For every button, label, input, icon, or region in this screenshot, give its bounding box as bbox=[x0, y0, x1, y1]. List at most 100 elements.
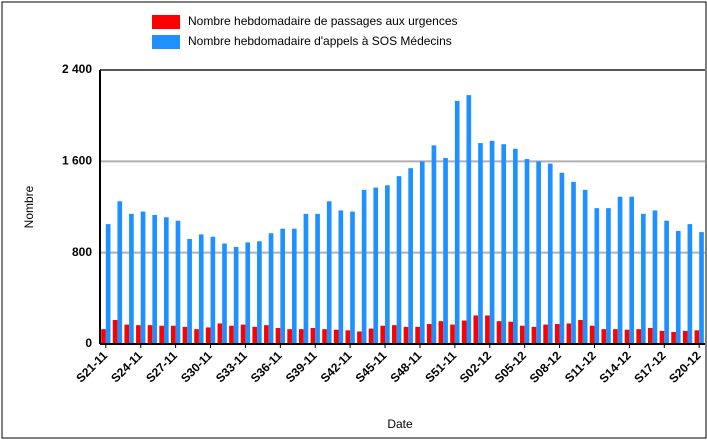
bar bbox=[222, 243, 227, 344]
bar bbox=[594, 208, 600, 344]
bar bbox=[624, 329, 630, 344]
bar bbox=[240, 324, 246, 344]
legend-swatch bbox=[152, 15, 180, 29]
bar bbox=[675, 230, 681, 344]
bar bbox=[275, 328, 281, 344]
bar bbox=[229, 325, 234, 344]
bar bbox=[217, 323, 223, 344]
bar bbox=[392, 325, 397, 344]
bar bbox=[101, 329, 106, 344]
bar bbox=[310, 328, 316, 344]
bar bbox=[105, 224, 111, 344]
bar bbox=[380, 325, 386, 344]
bar bbox=[357, 331, 362, 344]
bar bbox=[489, 140, 495, 344]
bar bbox=[501, 144, 507, 344]
bar bbox=[438, 321, 444, 344]
bar bbox=[303, 213, 309, 344]
bar bbox=[124, 324, 130, 344]
bar bbox=[396, 176, 402, 344]
bar bbox=[291, 228, 297, 344]
bar bbox=[368, 328, 374, 344]
bar bbox=[136, 325, 141, 344]
bar bbox=[147, 325, 153, 344]
bar bbox=[194, 329, 199, 344]
bar bbox=[431, 145, 437, 344]
bar bbox=[547, 163, 553, 344]
bar bbox=[531, 326, 537, 344]
bar bbox=[426, 324, 432, 344]
bar bbox=[589, 325, 595, 344]
bar bbox=[129, 213, 134, 344]
bar bbox=[403, 326, 409, 344]
bar bbox=[415, 326, 420, 344]
bar bbox=[152, 214, 158, 344]
bar bbox=[163, 217, 169, 344]
bar bbox=[408, 168, 413, 344]
bar bbox=[385, 185, 390, 344]
y-tick-label: 800 bbox=[72, 245, 92, 259]
bar bbox=[647, 328, 653, 344]
bar bbox=[671, 332, 676, 344]
bar bbox=[268, 233, 274, 344]
bar bbox=[245, 242, 251, 344]
bar bbox=[687, 224, 693, 344]
bar bbox=[496, 321, 502, 344]
bar bbox=[664, 220, 669, 344]
bar bbox=[582, 189, 588, 344]
y-tick-label: 1 600 bbox=[62, 154, 92, 168]
bar bbox=[112, 320, 118, 344]
bar bbox=[205, 327, 211, 344]
bar bbox=[629, 196, 635, 344]
bar bbox=[682, 330, 688, 344]
bar bbox=[613, 329, 618, 344]
bar bbox=[694, 330, 700, 344]
bar bbox=[210, 236, 216, 344]
bar bbox=[117, 201, 123, 344]
bar bbox=[350, 211, 355, 344]
legend-label: Nombre hebdomadaire de passages aux urge… bbox=[188, 14, 458, 28]
bar bbox=[466, 95, 472, 344]
bar bbox=[345, 330, 351, 344]
bar bbox=[536, 161, 541, 344]
bar bbox=[508, 321, 514, 344]
bar bbox=[641, 213, 646, 344]
bar bbox=[280, 228, 285, 344]
bar bbox=[287, 329, 292, 344]
bar bbox=[187, 238, 192, 344]
bar bbox=[264, 325, 269, 344]
bar bbox=[450, 324, 455, 344]
bar bbox=[543, 324, 548, 344]
y-axis-label: Nombre bbox=[22, 185, 36, 228]
bar bbox=[601, 329, 607, 344]
bar bbox=[559, 172, 565, 344]
bar bbox=[566, 323, 572, 344]
legend-swatch bbox=[152, 35, 180, 49]
bar bbox=[298, 329, 304, 344]
bar bbox=[182, 326, 188, 344]
bar bbox=[571, 181, 576, 344]
bar bbox=[257, 241, 262, 344]
bar bbox=[338, 210, 344, 344]
bar bbox=[170, 325, 176, 344]
legend-label: Nombre hebdomadaire d'appels à SOS Médec… bbox=[188, 34, 452, 48]
bar bbox=[461, 320, 467, 344]
bar bbox=[478, 143, 483, 344]
bar bbox=[485, 315, 490, 344]
bar bbox=[652, 210, 658, 344]
bar bbox=[326, 201, 332, 344]
bar bbox=[606, 208, 611, 344]
bar bbox=[361, 189, 367, 344]
bar bbox=[315, 213, 320, 344]
bar bbox=[554, 324, 560, 344]
bar bbox=[443, 157, 448, 344]
bar bbox=[578, 320, 583, 344]
bar bbox=[659, 330, 665, 344]
bar bbox=[322, 329, 327, 344]
bar bbox=[617, 196, 623, 344]
bar bbox=[473, 315, 479, 344]
bar bbox=[699, 232, 704, 344]
bar bbox=[513, 148, 518, 344]
bar bbox=[333, 329, 339, 344]
